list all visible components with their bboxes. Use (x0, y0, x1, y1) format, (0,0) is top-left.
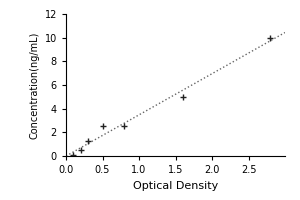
X-axis label: Optical Density: Optical Density (133, 181, 218, 191)
Y-axis label: Concentration(ng/mL): Concentration(ng/mL) (29, 31, 39, 139)
